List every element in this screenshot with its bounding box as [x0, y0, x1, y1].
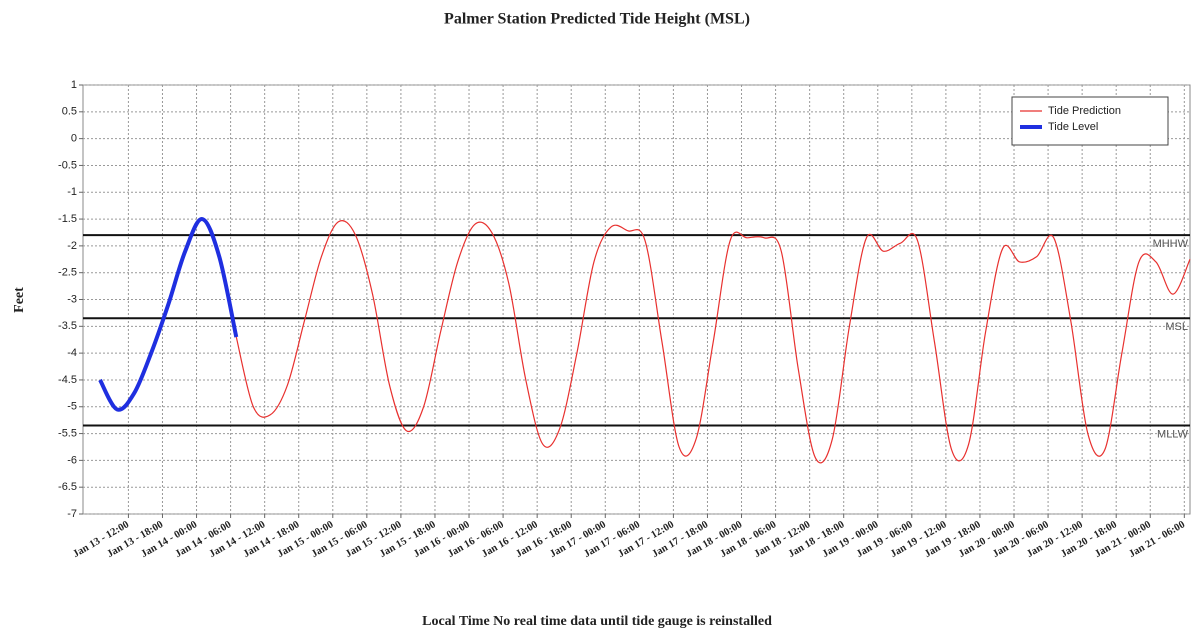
y-tick-label: -1: [67, 186, 77, 198]
chart-title: Palmer Station Predicted Tide Height (MS…: [444, 11, 750, 28]
y-tick-label: -2.5: [58, 267, 77, 279]
y-tick-label: -0.5: [58, 159, 77, 171]
reference-label: MLLW: [1157, 428, 1189, 440]
y-tick-label: -4.5: [58, 374, 77, 386]
y-tick-label: -5: [67, 401, 77, 413]
legend-label: Tide Level: [1048, 121, 1098, 133]
reference-label: MSL: [1165, 321, 1188, 333]
tide-line: [98, 217, 239, 412]
y-tick-label: -6: [67, 454, 77, 466]
y-tick-label: -2: [67, 240, 77, 252]
y-tick-label: -7: [67, 508, 77, 520]
y-tick-label: 0.5: [62, 106, 77, 118]
legend: Tide Prediction Tide Level: [1011, 96, 1169, 146]
y-tick-label: -4: [67, 347, 77, 359]
y-tick-label: -3: [67, 293, 77, 305]
y-tick-label: -6.5: [58, 481, 77, 493]
y-axis-title: Feet: [12, 287, 27, 313]
tide-line: [235, 220, 1191, 464]
y-tick-label: 1: [71, 79, 77, 91]
y-tick-label: -5.5: [58, 427, 77, 439]
legend-box: [1011, 96, 1169, 146]
y-tick-label: -3.5: [58, 320, 77, 332]
legend-label: Tide Prediction: [1048, 105, 1121, 117]
x-axis-title: Local Time No real time data until tide …: [422, 614, 772, 629]
reference-label: MHHW: [1153, 238, 1189, 250]
y-tick-label: 0: [71, 133, 77, 145]
x-tick-label: Jan 13 - 12:00: [71, 519, 131, 560]
y-tick-label: -1.5: [58, 213, 77, 225]
